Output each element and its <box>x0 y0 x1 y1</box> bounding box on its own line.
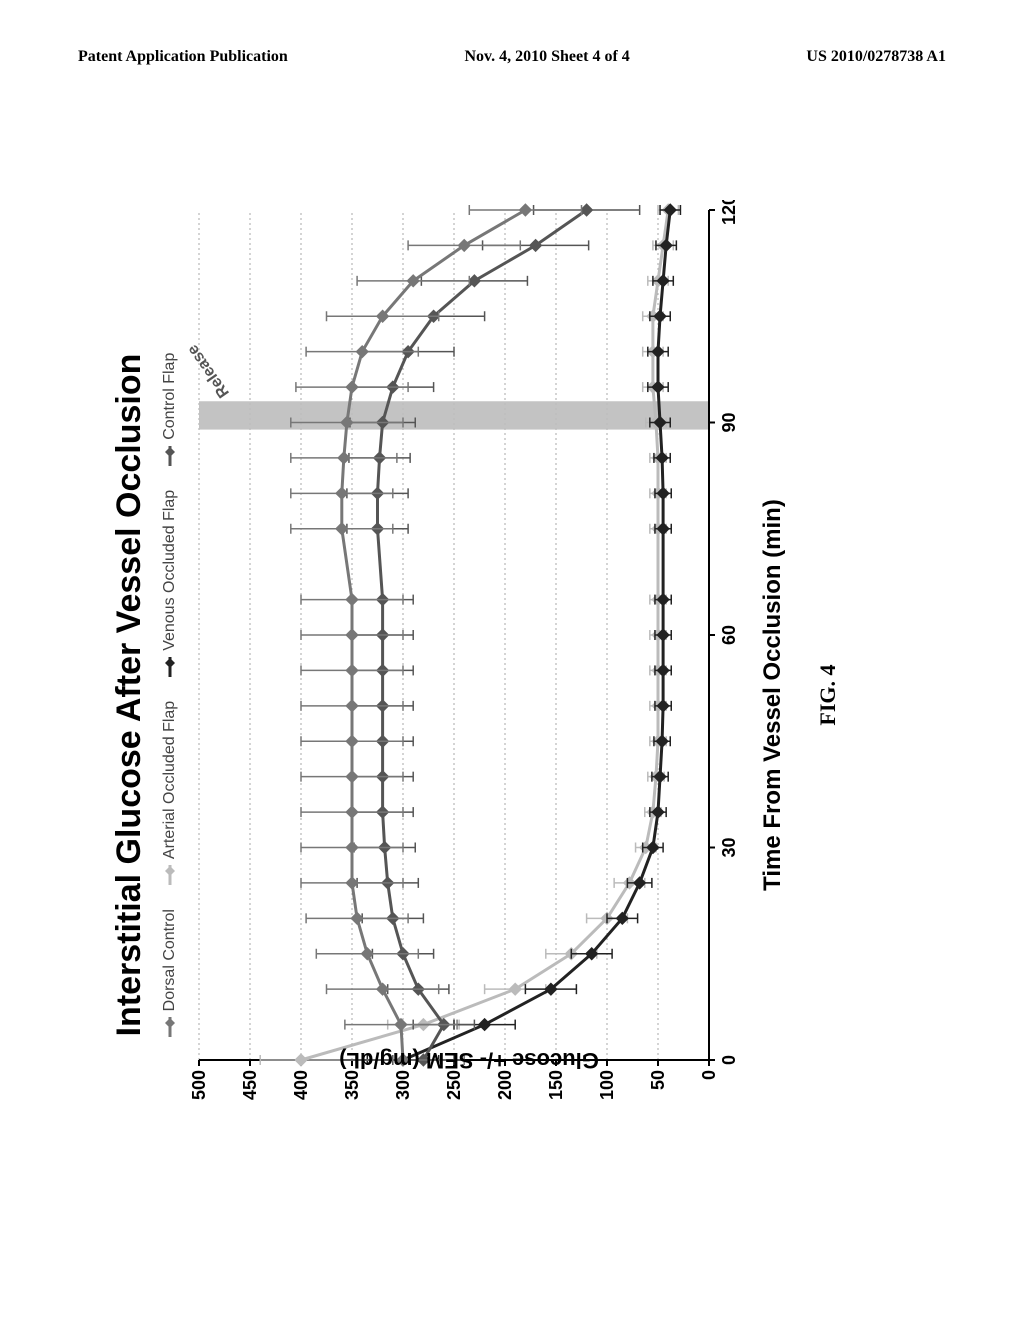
svg-text:0: 0 <box>699 1070 719 1080</box>
svg-text:150: 150 <box>546 1070 566 1100</box>
svg-text:90: 90 <box>719 412 739 432</box>
chart-legend: Dorsal Control Arterial Occluded Flap Ve… <box>161 170 179 1220</box>
legend-swatch-dorsal <box>164 1017 176 1037</box>
svg-text:350: 350 <box>342 1070 362 1100</box>
chart-svg: 0 50 100 150 200 250 300 350 400 450 500 0 30 60 90 120 <box>189 200 749 1110</box>
chart-title: Interstitial Glucose After Vessel Occlus… <box>110 170 149 1220</box>
legend-label-control: Control Flap <box>161 353 179 440</box>
legend-swatch-venous <box>164 657 176 677</box>
svg-text:200: 200 <box>495 1070 515 1100</box>
legend-item-dorsal: Dorsal Control <box>161 909 179 1037</box>
svg-text:400: 400 <box>291 1070 311 1100</box>
legend-label-arterial: Arterial Occluded Flap <box>161 701 179 859</box>
svg-text:500: 500 <box>189 1070 209 1100</box>
legend-label-dorsal: Dorsal Control <box>161 909 179 1011</box>
legend-item-arterial: Arterial Occluded Flap <box>161 701 179 885</box>
figure-region: Interstitial Glucose After Vessel Occlus… <box>100 170 920 1220</box>
legend-swatch-control <box>164 446 176 466</box>
page-header: Patent Application Publication Nov. 4, 2… <box>78 48 946 66</box>
header-left: Patent Application Publication <box>78 48 288 66</box>
legend-swatch-arterial <box>164 865 176 885</box>
svg-text:50: 50 <box>648 1070 668 1090</box>
plot-area: Glucose +/- SEM (mg/dL) 0 50 100 150 200 250 3… <box>189 200 749 1110</box>
svg-text:250: 250 <box>444 1070 464 1100</box>
figure-caption: FIG. 4 <box>815 170 841 1220</box>
svg-text:60: 60 <box>719 625 739 645</box>
legend-item-control: Control Flap <box>161 353 179 466</box>
svg-text:300: 300 <box>393 1070 413 1100</box>
header-center: Nov. 4, 2010 Sheet 4 of 4 <box>464 48 629 66</box>
x-axis-label: Time From Vessel Occlusion (min) <box>759 170 787 1220</box>
svg-text:30: 30 <box>719 837 739 857</box>
svg-text:100: 100 <box>597 1070 617 1100</box>
legend-label-venous: Venous Occluded Flap <box>161 490 179 651</box>
svg-text:450: 450 <box>240 1070 260 1100</box>
header-right: US 2010/0278738 A1 <box>806 48 946 66</box>
svg-text:0: 0 <box>719 1055 739 1065</box>
y-axis-label: Glucose +/- SEM (mg/dL) <box>339 1047 599 1073</box>
legend-item-venous: Venous Occluded Flap <box>161 490 179 677</box>
svg-text:120: 120 <box>719 200 739 225</box>
